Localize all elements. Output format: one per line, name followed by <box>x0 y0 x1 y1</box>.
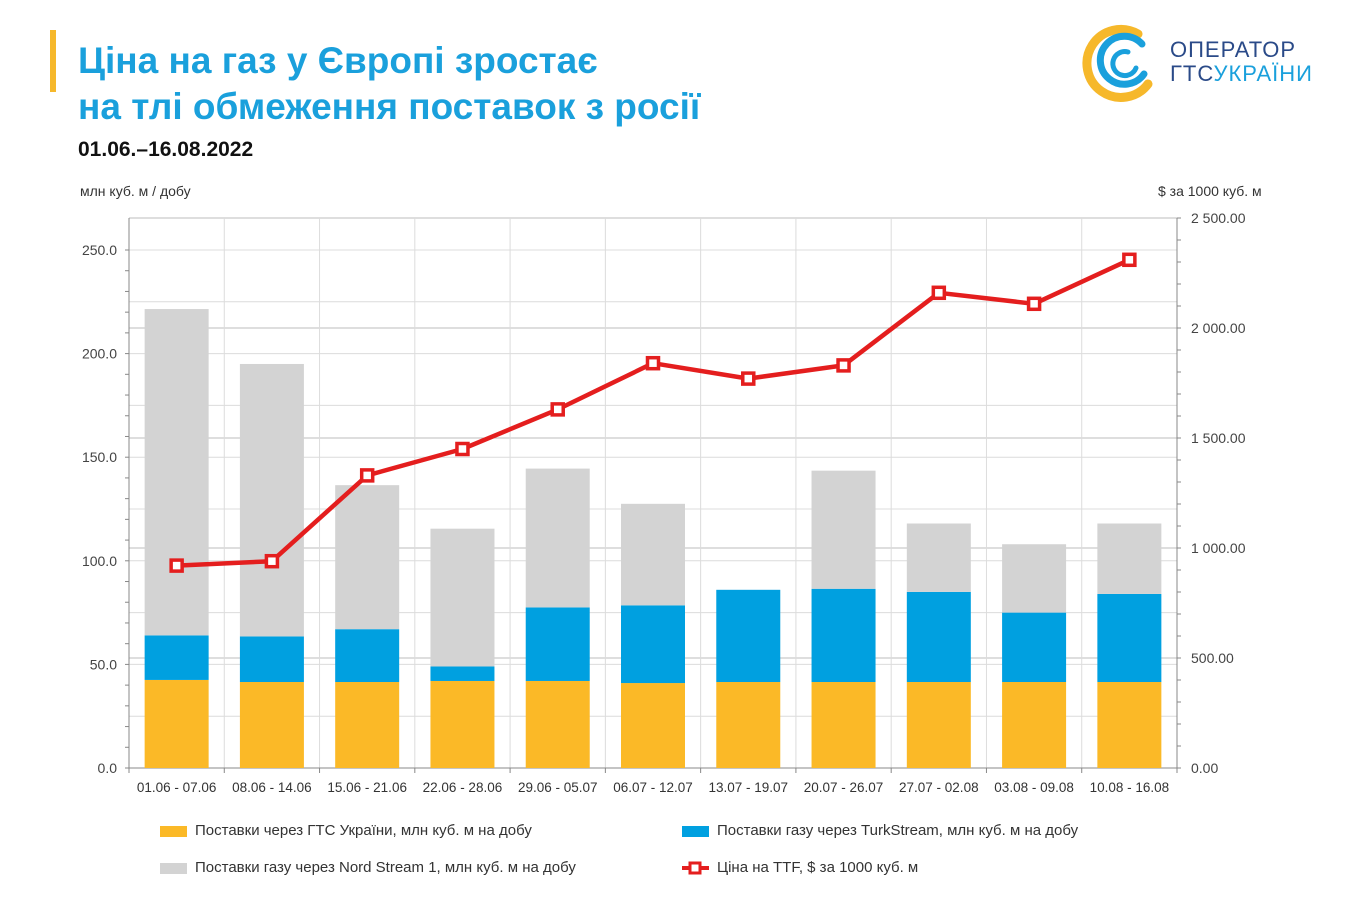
bar-ukraine <box>621 683 685 768</box>
bar-turkstream <box>335 629 400 683</box>
ttf-point <box>264 553 280 569</box>
x-tick-label: 22.06 - 28.06 <box>423 780 503 795</box>
bar-turkstream <box>1002 612 1067 683</box>
bar-nordstream <box>906 523 971 592</box>
ttf-point <box>645 355 661 371</box>
legend-ukraine: Поставки через ГТС України, млн куб. м н… <box>160 822 532 839</box>
ttf-point <box>550 402 565 417</box>
x-tick-label: 10.08 - 16.08 <box>1090 780 1170 795</box>
bar-ukraine <box>335 682 400 768</box>
bar-ukraine <box>1002 682 1067 768</box>
date-range: 01.06.–16.08.2022 <box>78 138 254 161</box>
title-line-2: на тлі обмеження поставок з росії <box>78 86 701 127</box>
right-tick-label: 2 000.00 <box>1191 320 1246 336</box>
left-tick-label: 200.0 <box>82 346 117 362</box>
legend-turkstream: Поставки газу через TurkStream, млн куб.… <box>682 822 1078 839</box>
ttf-point <box>455 441 470 457</box>
legend-swatch-turkstream <box>682 825 709 837</box>
legend-swatch-ukraine <box>160 825 187 837</box>
legend-label-nordstream: Поставки газу через Nord Stream 1, млн к… <box>195 859 576 876</box>
left-axis-unit: млн куб. м / добу <box>80 183 191 199</box>
bar-ukraine <box>144 679 209 768</box>
ttf-point <box>1026 296 1042 312</box>
legend-label-ttf: Ціна на TTF, $ за 1000 куб. м <box>717 859 919 876</box>
title-accent-bar <box>50 30 56 92</box>
right-tick-label: 1 500.00 <box>1191 430 1246 446</box>
logo-line-1: ОПЕРАТОР <box>1170 37 1296 62</box>
bar-ukraine <box>525 680 590 768</box>
left-tick-label: 250.0 <box>82 242 117 258</box>
x-tick-label: 13.07 - 19.07 <box>708 780 788 795</box>
bar-turkstream <box>525 607 590 681</box>
ttf-point <box>1122 252 1137 268</box>
bar-nordstream <box>621 503 685 606</box>
left-tick-label: 0.0 <box>98 760 118 776</box>
x-tick-label: 15.06 - 21.06 <box>327 780 407 795</box>
bar-turkstream <box>239 636 304 683</box>
ttf-point <box>836 358 851 373</box>
bar-turkstream <box>430 666 495 681</box>
bar-nordstream <box>430 528 495 667</box>
bar-turkstream <box>716 589 781 683</box>
bar-nordstream <box>144 309 209 636</box>
bar-turkstream <box>1097 593 1162 683</box>
ttf-point <box>741 371 756 386</box>
left-tick-label: 150.0 <box>82 449 117 465</box>
bar-nordstream <box>335 485 400 630</box>
company-logo: ОПЕРАТОР ГТСУКРАЇНИ <box>1078 22 1312 102</box>
bar-turkstream <box>621 605 685 684</box>
legend-label-ukraine: Поставки через ГТС України, млн куб. м н… <box>195 822 532 839</box>
bar-turkstream <box>906 591 971 683</box>
bar-nordstream <box>525 468 590 608</box>
x-tick-label: 03.08 - 09.08 <box>994 780 1074 795</box>
ttf-point <box>931 285 947 301</box>
bar-turkstream <box>811 588 876 683</box>
legend-swatch-ttf <box>682 861 709 875</box>
x-tick-label: 08.06 - 14.06 <box>232 780 312 795</box>
bar-ukraine <box>1097 682 1162 768</box>
bar-ukraine <box>811 682 876 768</box>
x-tick-label: 27.07 - 02.08 <box>899 780 979 795</box>
logo-line-2b: УКРАЇНИ <box>1213 61 1313 86</box>
left-tick-label: 100.0 <box>82 553 117 569</box>
x-tick-label: 29.06 - 05.07 <box>518 780 598 795</box>
bar-nordstream <box>1097 523 1162 594</box>
right-axis-unit: $ за 1000 куб. м <box>1158 183 1262 199</box>
legend-nordstream: Поставки газу через Nord Stream 1, млн к… <box>160 859 576 876</box>
logo-ring-icon <box>1082 24 1153 102</box>
x-tick-label: 06.07 - 12.07 <box>613 780 693 795</box>
title-line-1: Ціна на газ у Європі зростає <box>78 40 598 81</box>
legend-ttf: Ціна на TTF, $ за 1000 куб. м <box>682 859 918 876</box>
logo-line-2a: ГТС <box>1170 61 1214 86</box>
right-tick-label: 2 500.00 <box>1191 210 1246 226</box>
left-tick-label: 50.0 <box>90 656 117 672</box>
bar-nordstream <box>1002 544 1067 613</box>
page-title: Ціна на газ у Європі зростає на тлі обме… <box>78 38 700 130</box>
x-tick-label: 01.06 - 07.06 <box>137 780 217 795</box>
bar-ukraine <box>239 682 304 768</box>
bar-ukraine <box>430 680 495 768</box>
ttf-point <box>359 468 375 483</box>
right-tick-label: 0.00 <box>1191 760 1218 776</box>
legend-swatch-nordstream <box>160 862 187 874</box>
legend-label-turkstream: Поставки газу через TurkStream, млн куб.… <box>717 822 1079 839</box>
right-tick-label: 1 000.00 <box>1191 540 1246 556</box>
bar-nordstream <box>811 470 876 589</box>
ttf-point <box>169 558 184 573</box>
bar-ukraine <box>906 682 971 768</box>
bar-ukraine <box>716 682 781 768</box>
bar-nordstream <box>239 363 304 637</box>
bar-turkstream <box>144 635 209 680</box>
x-tick-label: 20.07 - 26.07 <box>804 780 884 795</box>
right-tick-label: 500.00 <box>1191 650 1234 666</box>
